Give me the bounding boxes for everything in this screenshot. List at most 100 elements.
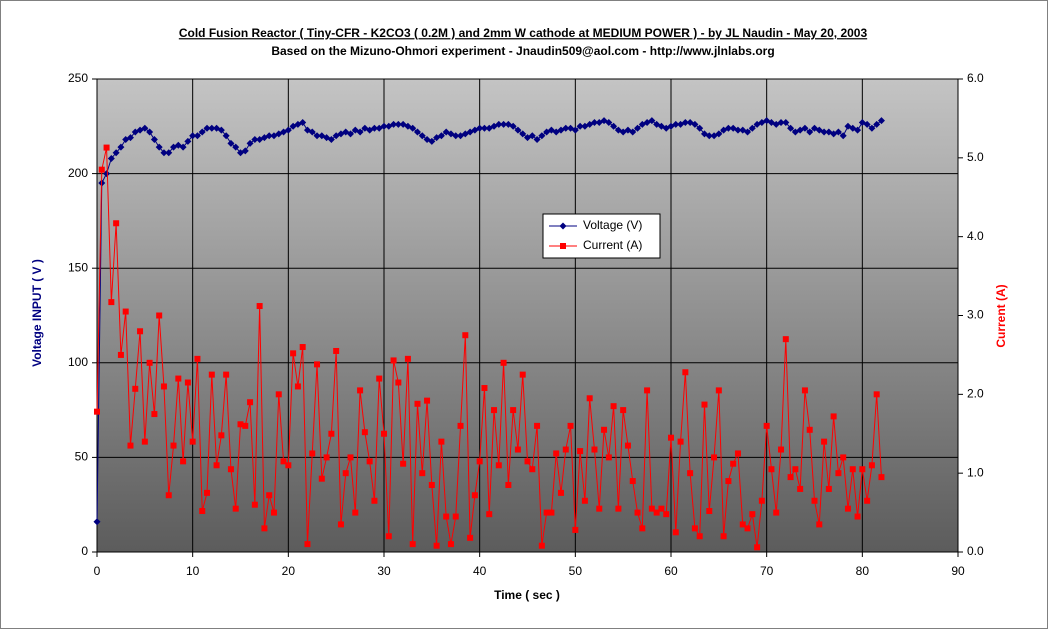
y2-tick-label: 4.0 (967, 229, 984, 243)
data-point (543, 509, 550, 516)
data-point (830, 413, 837, 420)
data-point (624, 442, 631, 449)
data-point (706, 508, 713, 515)
x-tick-label: 40 (473, 564, 487, 578)
data-point (394, 120, 402, 128)
data-point (467, 534, 474, 541)
data-point (744, 525, 751, 532)
y-tick-label: 0 (81, 544, 88, 558)
data-point (629, 478, 636, 485)
data-point (696, 533, 703, 540)
data-point (179, 143, 187, 151)
data-point (782, 119, 790, 127)
data-point (419, 470, 426, 477)
data-point (691, 525, 698, 532)
data-point (615, 505, 622, 512)
y-tick-label: 250 (68, 71, 88, 85)
data-point (658, 505, 665, 512)
data-point (538, 542, 545, 549)
data-point (529, 466, 536, 473)
data-point (734, 450, 741, 457)
data-point (505, 481, 512, 488)
data-point (117, 143, 125, 151)
data-point (715, 387, 722, 394)
data-point (160, 149, 168, 157)
data-point (242, 422, 249, 429)
data-point (629, 128, 637, 136)
data-point (165, 149, 173, 157)
data-point (217, 126, 225, 134)
data-point (400, 460, 407, 467)
y2-tick-label: 5.0 (967, 150, 984, 164)
data-point (223, 371, 230, 378)
y-tick-label: 200 (68, 166, 88, 180)
data-point (409, 124, 417, 132)
y2-tick-label: 3.0 (967, 308, 984, 322)
data-point (184, 379, 191, 386)
data-point (730, 460, 737, 467)
data-point (275, 391, 282, 398)
data-point (107, 154, 115, 162)
data-point (878, 474, 885, 481)
data-point (572, 526, 579, 533)
data-point (270, 509, 277, 516)
data-point (265, 132, 273, 140)
data-point (390, 120, 398, 128)
data-point (868, 462, 875, 469)
data-point (414, 400, 421, 407)
data-point (725, 478, 732, 485)
data-point (873, 120, 881, 128)
data-point (749, 511, 756, 518)
data-point (806, 426, 813, 433)
data-point (777, 119, 785, 127)
data-point (347, 454, 354, 461)
data-point (739, 521, 746, 528)
data-point (198, 128, 206, 136)
data-point (877, 117, 885, 125)
data-point (859, 466, 866, 473)
data-point (428, 137, 436, 145)
data-point (801, 124, 809, 132)
data-point (318, 475, 325, 482)
data-point (653, 509, 660, 516)
data-point (452, 132, 460, 140)
data-point (294, 383, 301, 390)
x-axis-label: Time ( sec ) (494, 588, 560, 602)
data-point (534, 422, 541, 429)
data-point (797, 485, 804, 492)
data-point (839, 132, 847, 140)
data-point (409, 541, 416, 548)
data-point (204, 489, 211, 496)
x-tick-label: 10 (186, 564, 200, 578)
data-point (834, 128, 842, 136)
data-point (194, 355, 201, 362)
data-point (811, 497, 818, 504)
data-point (820, 128, 828, 136)
data-point (357, 387, 364, 394)
data-point (314, 361, 321, 368)
data-point (208, 371, 215, 378)
data-point (514, 446, 521, 453)
data-point (744, 128, 752, 136)
data-point (763, 422, 770, 429)
data-point (241, 147, 249, 155)
data-point (486, 511, 493, 518)
data-point (696, 124, 704, 132)
legend-label: Current (A) (583, 238, 642, 252)
data-point (141, 124, 149, 132)
data-point (150, 136, 158, 144)
data-point (868, 124, 876, 132)
data-point (610, 122, 618, 130)
data-point (366, 458, 373, 465)
y-tick-label: 150 (68, 260, 88, 274)
legend-box (542, 213, 661, 259)
data-point (825, 485, 832, 492)
data-point (199, 508, 206, 515)
data-point (280, 458, 287, 465)
data-point (413, 128, 421, 136)
data-point (648, 117, 656, 125)
data-point (170, 442, 177, 449)
y2-tick-label: 6.0 (967, 71, 984, 85)
data-point (471, 492, 478, 499)
